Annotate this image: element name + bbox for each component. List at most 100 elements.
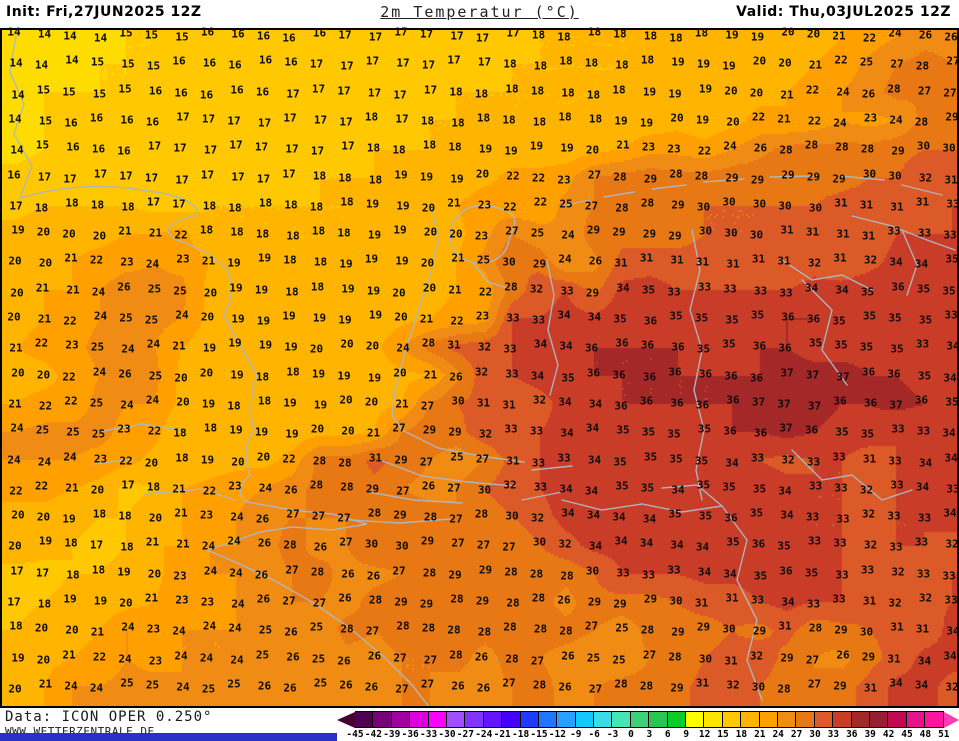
temp-value: 22 — [119, 454, 133, 467]
temp-value: 35 — [834, 338, 848, 352]
temp-value: 18 — [584, 56, 599, 70]
temp-value: 33 — [835, 568, 849, 582]
temp-value: 27 — [392, 564, 406, 578]
colorbar-tick: -45 — [346, 729, 364, 740]
temp-value: 28 — [640, 623, 655, 637]
temp-value: 34 — [561, 506, 575, 520]
temp-value: 34 — [671, 483, 685, 497]
temp-value: 29 — [394, 595, 408, 609]
temp-value: 19 — [202, 341, 217, 355]
temp-value: 14 — [65, 53, 79, 67]
temp-value: 20 — [11, 508, 25, 522]
temp-value: 24 — [64, 679, 78, 693]
temp-value: 33 — [833, 536, 847, 550]
temp-value: 20 — [231, 455, 245, 468]
temp-value: 20 — [36, 653, 51, 667]
temp-value: 28 — [639, 679, 654, 693]
temp-value: 25 — [147, 282, 162, 296]
temp-value: 18 — [449, 85, 463, 99]
temp-value: 18 — [502, 113, 516, 127]
colorbar-box — [557, 711, 576, 728]
temperature-colorbar: -45 -42 -39 -36 -33 -30 -27 -24 -21 -18 -15 -12 -9 -6… — [337, 710, 959, 741]
temp-value: 20 — [144, 456, 159, 469]
temp-value: 32 — [888, 596, 902, 610]
temp-value: 20 — [11, 366, 25, 380]
colorbar-arrow-left-icon — [337, 711, 355, 728]
temp-value: 19 — [725, 28, 739, 42]
temp-value: 29 — [861, 650, 876, 664]
temp-value: 31 — [836, 227, 850, 241]
temp-value: 36 — [670, 396, 684, 410]
temp-value: 20 — [423, 225, 438, 239]
temp-value: 34 — [642, 512, 657, 526]
temp-value: 33 — [832, 450, 846, 463]
temp-value: 33 — [915, 337, 930, 351]
temp-value: 31 — [751, 252, 766, 266]
temp-value: 20 — [256, 450, 271, 463]
temp-value: 29 — [587, 595, 602, 609]
temp-value: 18 — [586, 88, 601, 102]
temp-value: 18 — [474, 87, 489, 101]
temp-value: 35 — [615, 479, 629, 493]
colorbar-box — [667, 711, 687, 728]
temp-value: 26 — [451, 679, 465, 693]
temp-value: 28 — [614, 677, 628, 691]
temp-value: 30 — [502, 255, 516, 269]
temp-value: 26 — [421, 479, 436, 493]
temp-value: 19 — [478, 142, 493, 156]
temp-value: 29 — [780, 651, 794, 665]
temp-value: 17 — [475, 31, 490, 45]
temp-value: 17 — [201, 112, 216, 126]
temp-value: 32 — [918, 591, 933, 605]
temp-value: 17 — [173, 141, 187, 155]
temp-value: 29 — [419, 597, 434, 611]
temp-value: 22 — [450, 314, 464, 328]
temp-value: 28 — [312, 454, 327, 467]
temp-value: 18 — [309, 200, 324, 214]
temp-value: 29 — [478, 563, 493, 577]
temp-value: 14 — [9, 56, 23, 70]
temp-value: 34 — [780, 508, 794, 522]
temp-value: 31 — [861, 229, 876, 243]
temp-value: 19 — [257, 251, 272, 265]
temp-value: 29 — [832, 172, 846, 185]
temp-value: 34 — [559, 339, 573, 353]
temp-value: 17 — [119, 169, 133, 182]
temp-value: 22 — [9, 484, 23, 498]
colorbar-tick: 21 — [754, 729, 766, 740]
temp-value: 17 — [35, 566, 50, 580]
temp-value: 17 — [231, 170, 245, 183]
temp-value: 30 — [698, 652, 713, 666]
temp-value: 18 — [476, 111, 491, 125]
temp-value: 29 — [643, 172, 658, 185]
temp-value: 20 — [364, 395, 379, 409]
temp-value: 36 — [586, 366, 601, 380]
colorbar-box — [502, 711, 521, 728]
temp-value: 24 — [201, 539, 216, 553]
temp-value: 21 — [118, 224, 132, 238]
temp-value: 17 — [394, 25, 408, 39]
temp-value: 24 — [561, 228, 575, 242]
temp-value: 24 — [7, 453, 21, 466]
temp-value: 21 — [144, 591, 159, 605]
temp-value: 28 — [779, 143, 793, 157]
temp-value: 33 — [753, 284, 768, 298]
temp-value: 30 — [859, 625, 874, 639]
temp-value: 18 — [451, 116, 465, 130]
temp-value: 19 — [256, 314, 271, 328]
temp-value: 18 — [199, 223, 214, 237]
temp-value: 16 — [7, 168, 21, 181]
temp-value: 17 — [175, 173, 189, 186]
temp-value: 21 — [448, 283, 462, 297]
temp-value: 18 — [118, 509, 132, 523]
temp-value: 32 — [918, 171, 933, 184]
temp-value: 18 — [337, 226, 351, 240]
temp-value: 18 — [228, 201, 242, 215]
temp-value: 20 — [392, 286, 406, 300]
temp-value: 20 — [726, 115, 740, 129]
temp-value: 34 — [584, 484, 599, 498]
temp-value: 28 — [835, 140, 849, 154]
colorbar-box — [649, 711, 668, 728]
temp-value: 26 — [117, 280, 131, 294]
temp-value: 31 — [726, 257, 740, 271]
